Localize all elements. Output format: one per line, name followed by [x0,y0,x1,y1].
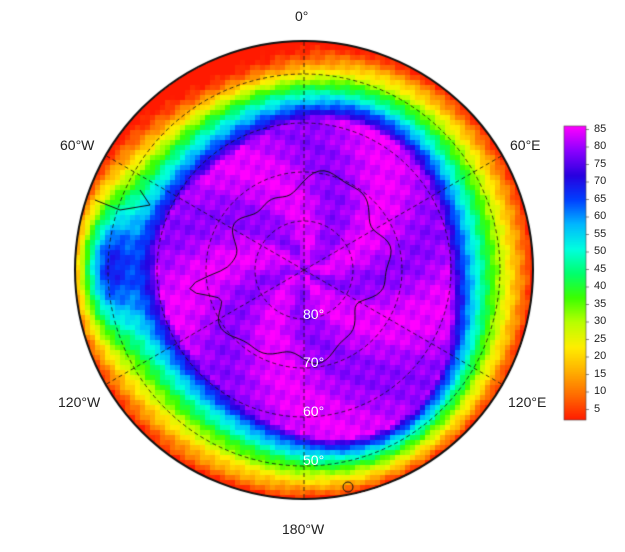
colorbar-tick-80: 80 [594,140,607,152]
latitude-label-60: 60° [303,403,325,419]
colorbar-tick-25: 25 [594,332,607,345]
colorbar-tick-75: 75 [594,157,607,170]
colorbar-tick-40: 40 [594,280,607,292]
colorbar-tick-70: 70 [594,175,607,187]
latitude-label-70: 70° [303,354,325,370]
latitude-label-80: 80° [303,306,325,322]
meridian-label-180w: 180°W [282,521,325,537]
colorbar-tick-45: 45 [594,262,607,275]
colorbar-tick-30: 30 [594,315,607,327]
colorbar-tick-35: 35 [594,297,607,310]
meridian-label-60e: 60°E [510,137,541,153]
meridian-label-0: 0° [295,8,309,24]
meridian-label-120e: 120°E [508,394,547,410]
colorbar-tick-65: 65 [594,192,607,205]
colorbar-tick-60: 60 [594,210,607,222]
colorbar-tick-15: 15 [594,367,607,380]
meridian-label-120w: 120°W [58,394,101,410]
latitude-label-50: 50° [303,452,325,468]
colorbar-tick-5: 5 [594,402,601,415]
colorbar-tick-50: 50 [594,245,607,257]
colorbar-tick-85: 85 [594,122,607,135]
colorbar-tick-10: 10 [594,385,607,397]
meridian-label-60w: 60°W [60,137,95,153]
colorbar-tick-55: 55 [594,227,607,240]
colorbar-tick-20: 20 [594,350,607,362]
